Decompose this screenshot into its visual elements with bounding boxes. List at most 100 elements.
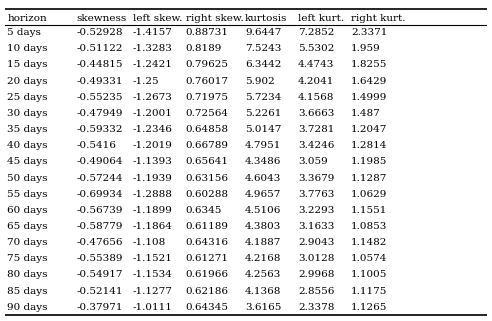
Text: 1.6429: 1.6429: [351, 77, 388, 86]
Text: 0.62186: 0.62186: [186, 287, 229, 296]
Text: 85 days: 85 days: [7, 287, 48, 296]
Text: 4.2168: 4.2168: [245, 254, 281, 263]
Text: -1.1899: -1.1899: [133, 206, 173, 215]
Text: -0.51122: -0.51122: [76, 44, 123, 53]
Text: -0.69934: -0.69934: [76, 190, 123, 199]
Text: 2.9968: 2.9968: [298, 270, 335, 279]
Text: 90 days: 90 days: [7, 303, 48, 312]
Text: -0.57244: -0.57244: [76, 174, 123, 183]
Text: 0.71975: 0.71975: [186, 93, 229, 102]
Text: 4.1568: 4.1568: [298, 93, 335, 102]
Text: 4.9657: 4.9657: [245, 190, 281, 199]
Text: 80 days: 80 days: [7, 270, 48, 279]
Text: -1.4157: -1.4157: [133, 28, 173, 37]
Text: 0.64316: 0.64316: [186, 238, 229, 247]
Text: -0.5416: -0.5416: [76, 141, 116, 150]
Text: 40 days: 40 days: [7, 141, 48, 150]
Text: -1.1939: -1.1939: [133, 174, 173, 183]
Text: 4.1368: 4.1368: [245, 287, 281, 296]
Text: 2.3378: 2.3378: [298, 303, 335, 312]
Text: -1.2673: -1.2673: [133, 93, 173, 102]
Text: 1.0853: 1.0853: [351, 222, 388, 231]
Text: 9.6447: 9.6447: [245, 28, 281, 37]
Text: left skew.: left skew.: [133, 14, 182, 23]
Text: -0.44815: -0.44815: [76, 60, 123, 69]
Text: -1.2421: -1.2421: [133, 60, 173, 69]
Text: 4.4743: 4.4743: [298, 60, 335, 69]
Text: 7.2852: 7.2852: [298, 28, 335, 37]
Text: 5.902: 5.902: [245, 77, 275, 86]
Text: 3.1633: 3.1633: [298, 222, 335, 231]
Text: 0.64345: 0.64345: [186, 303, 229, 312]
Text: -0.54917: -0.54917: [76, 270, 123, 279]
Text: -0.52141: -0.52141: [76, 287, 123, 296]
Text: 1.2814: 1.2814: [351, 141, 388, 150]
Text: -1.2346: -1.2346: [133, 125, 173, 134]
Text: left kurt.: left kurt.: [298, 14, 344, 23]
Text: 1.4999: 1.4999: [351, 93, 388, 102]
Text: 4.3803: 4.3803: [245, 222, 281, 231]
Text: 3.3679: 3.3679: [298, 174, 335, 183]
Text: 70 days: 70 days: [7, 238, 48, 247]
Text: skewness: skewness: [76, 14, 126, 23]
Text: 5.0147: 5.0147: [245, 125, 281, 134]
Text: 1.8255: 1.8255: [351, 60, 388, 69]
Text: 7.5243: 7.5243: [245, 44, 281, 53]
Text: 5 days: 5 days: [7, 28, 41, 37]
Text: 35 days: 35 days: [7, 125, 48, 134]
Text: -1.1864: -1.1864: [133, 222, 173, 231]
Text: kurtosis: kurtosis: [245, 14, 287, 23]
Text: 1.487: 1.487: [351, 109, 381, 118]
Text: -0.49064: -0.49064: [76, 157, 123, 166]
Text: -0.49331: -0.49331: [76, 77, 123, 86]
Text: 30 days: 30 days: [7, 109, 48, 118]
Text: 1.1265: 1.1265: [351, 303, 388, 312]
Text: 50 days: 50 days: [7, 174, 48, 183]
Text: 65 days: 65 days: [7, 222, 48, 231]
Text: 6.3442: 6.3442: [245, 60, 281, 69]
Text: 1.1482: 1.1482: [351, 238, 388, 247]
Text: 0.72564: 0.72564: [186, 109, 229, 118]
Text: 45 days: 45 days: [7, 157, 48, 166]
Text: -1.0111: -1.0111: [133, 303, 173, 312]
Text: 60 days: 60 days: [7, 206, 48, 215]
Text: 0.61966: 0.61966: [186, 270, 229, 279]
Text: 1.1005: 1.1005: [351, 270, 388, 279]
Text: -1.108: -1.108: [133, 238, 166, 247]
Text: horizon: horizon: [7, 14, 47, 23]
Text: 5.2261: 5.2261: [245, 109, 281, 118]
Text: 10 days: 10 days: [7, 44, 48, 53]
Text: -1.2019: -1.2019: [133, 141, 173, 150]
Text: 0.6345: 0.6345: [186, 206, 222, 215]
Text: -1.1393: -1.1393: [133, 157, 173, 166]
Text: 3.4246: 3.4246: [298, 141, 335, 150]
Text: 4.2041: 4.2041: [298, 77, 335, 86]
Text: -1.1521: -1.1521: [133, 254, 173, 263]
Text: 1.0629: 1.0629: [351, 190, 388, 199]
Text: -1.25: -1.25: [133, 77, 159, 86]
Text: 1.1287: 1.1287: [351, 174, 388, 183]
Text: 3.0128: 3.0128: [298, 254, 335, 263]
Text: -0.55235: -0.55235: [76, 93, 123, 102]
Text: 25 days: 25 days: [7, 93, 48, 102]
Text: 3.059: 3.059: [298, 157, 328, 166]
Text: -0.47656: -0.47656: [76, 238, 123, 247]
Text: 4.5106: 4.5106: [245, 206, 281, 215]
Text: -1.3283: -1.3283: [133, 44, 173, 53]
Text: 3.6165: 3.6165: [245, 303, 281, 312]
Text: 15 days: 15 days: [7, 60, 48, 69]
Text: -1.2888: -1.2888: [133, 190, 173, 199]
Text: -1.2001: -1.2001: [133, 109, 173, 118]
Text: 4.2563: 4.2563: [245, 270, 281, 279]
Text: -0.59332: -0.59332: [76, 125, 123, 134]
Text: 5.7234: 5.7234: [245, 93, 281, 102]
Text: 5.5302: 5.5302: [298, 44, 335, 53]
Text: 0.79625: 0.79625: [186, 60, 229, 69]
Text: 3.7763: 3.7763: [298, 190, 335, 199]
Text: 2.3371: 2.3371: [351, 28, 388, 37]
Text: 4.6043: 4.6043: [245, 174, 281, 183]
Text: 2.9043: 2.9043: [298, 238, 335, 247]
Text: 3.6663: 3.6663: [298, 109, 335, 118]
Text: 3.2293: 3.2293: [298, 206, 335, 215]
Text: -0.56739: -0.56739: [76, 206, 123, 215]
